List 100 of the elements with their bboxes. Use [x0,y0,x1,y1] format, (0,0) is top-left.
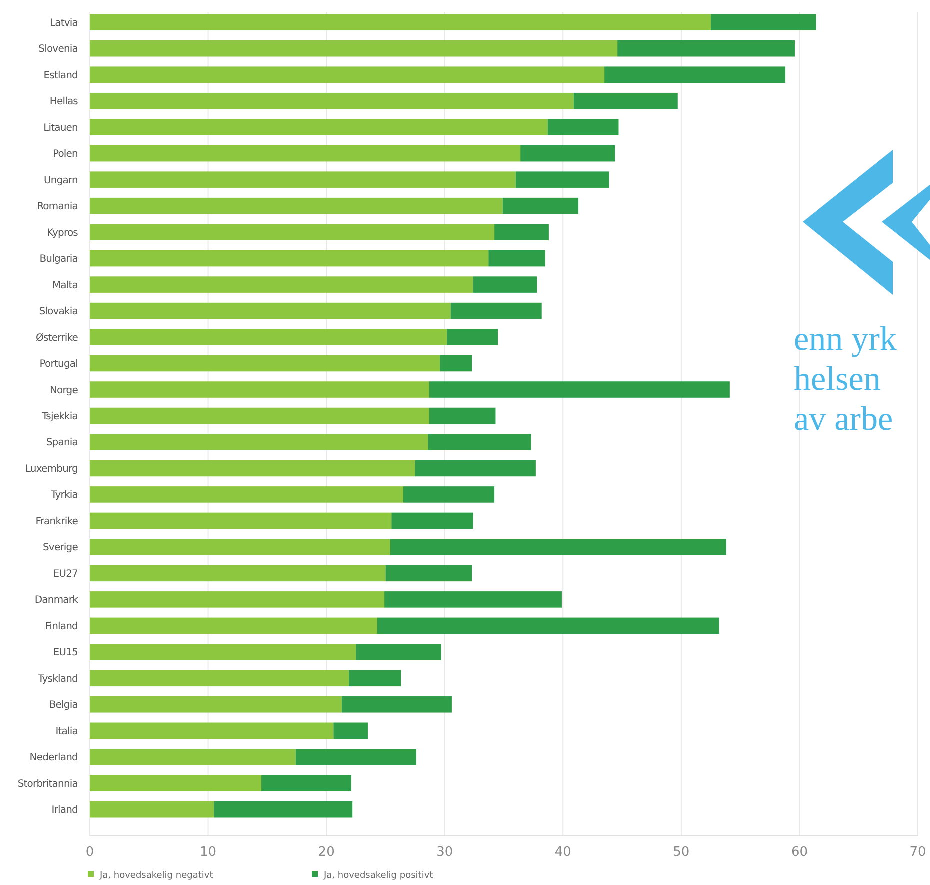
bar [90,512,392,530]
bar [488,250,546,267]
bar [214,801,353,818]
y-tick-label: EU15 [53,648,78,659]
y-tick-label: Spania [46,438,78,449]
y-tick-label: Malta [52,280,78,292]
y-tick-label: Tyrkia [50,490,78,502]
y-tick-label: Polen [52,149,78,160]
y-tick-label: Sverige [42,542,78,554]
bar [90,722,334,740]
bar [342,696,452,713]
y-tick-label: Frankrike [36,516,78,528]
x-tick-label: 20 [318,845,335,860]
y-tick-label: Slovakia [39,306,78,318]
bar [90,355,440,372]
bar [429,382,730,398]
bar [262,775,352,792]
bar [428,434,532,450]
y-tick-label: Tyskland [37,674,78,685]
bar [447,329,498,346]
y-tick-label: Finland [45,621,78,632]
bar [90,696,342,713]
y-tick-label: Portugal [40,359,78,370]
legend-label: Ja, hovedsakelig positivt [323,871,434,881]
x-tick-label: 40 [554,845,572,860]
bar [711,14,816,31]
bar [377,618,720,634]
y-tick-label: Litauen [44,122,78,134]
bar [90,329,448,346]
bar [90,644,356,660]
x-tick-label: 60 [791,845,808,860]
bar [90,198,503,214]
bar [90,92,574,110]
bar [90,775,262,792]
bar [392,512,474,530]
y-tick-label: Storbritannia [18,778,78,790]
y-tick-label: Belgia [49,700,78,712]
bar [604,66,786,83]
bar [90,565,386,582]
bar [90,302,451,320]
bar [90,434,428,450]
bar [90,250,489,267]
bar [516,172,610,188]
y-tick-label: Estland [44,70,78,82]
bar [90,382,430,398]
bar [450,302,542,320]
bar [296,749,416,766]
bar [90,119,548,136]
bar [386,565,472,582]
y-tick-label: Bulgaria [40,254,78,266]
y-tick-label: Østerrike [36,332,78,344]
bar [90,539,390,556]
bar [390,539,726,556]
bar [334,722,368,740]
bar [473,276,538,293]
bar [429,408,496,424]
bar [90,618,378,634]
bar [90,224,495,240]
bar [90,408,430,424]
y-tick-label: Danmark [34,595,79,606]
bar [384,592,562,608]
y-tick-label: Italia [56,726,78,738]
bar [403,486,495,503]
y-tick-label: Hellas [50,96,78,108]
y-tick-label: EU27 [53,568,78,580]
x-tick-label: 30 [436,845,454,860]
bar [574,92,678,110]
bar [90,460,416,477]
annotation: helsen [794,361,881,398]
y-tick-label: Tsjekkia [41,412,78,422]
bar [90,172,516,188]
x-tick-label: 10 [200,845,217,860]
y-tick-label: Nederland [30,752,78,764]
y-tick-label: Slovenia [38,44,78,56]
y-tick-label: Irland [52,805,78,816]
bar [502,198,579,214]
annotation: av arbe [794,401,894,438]
y-tick-label: Latvia [50,18,78,29]
bar [415,460,536,477]
bar [520,145,616,162]
x-tick-label: 70 [910,845,926,860]
bar [548,119,619,136]
bar [356,644,442,660]
bar [494,224,549,240]
y-tick-label: Ungarn [44,175,78,186]
bar [440,355,472,372]
y-tick-label: Norge [50,385,78,396]
bar [349,670,402,687]
y-tick-label: Kypros [47,228,78,239]
bar [90,486,404,503]
bar [90,801,214,818]
bar [90,14,711,31]
bar [90,40,618,57]
bar [90,276,474,293]
bar [90,749,296,766]
bar [90,66,605,83]
y-tick-label: Romania [37,202,78,213]
bar [618,40,795,57]
bar [90,670,350,687]
y-tick-label: Luxemburg [25,464,78,475]
